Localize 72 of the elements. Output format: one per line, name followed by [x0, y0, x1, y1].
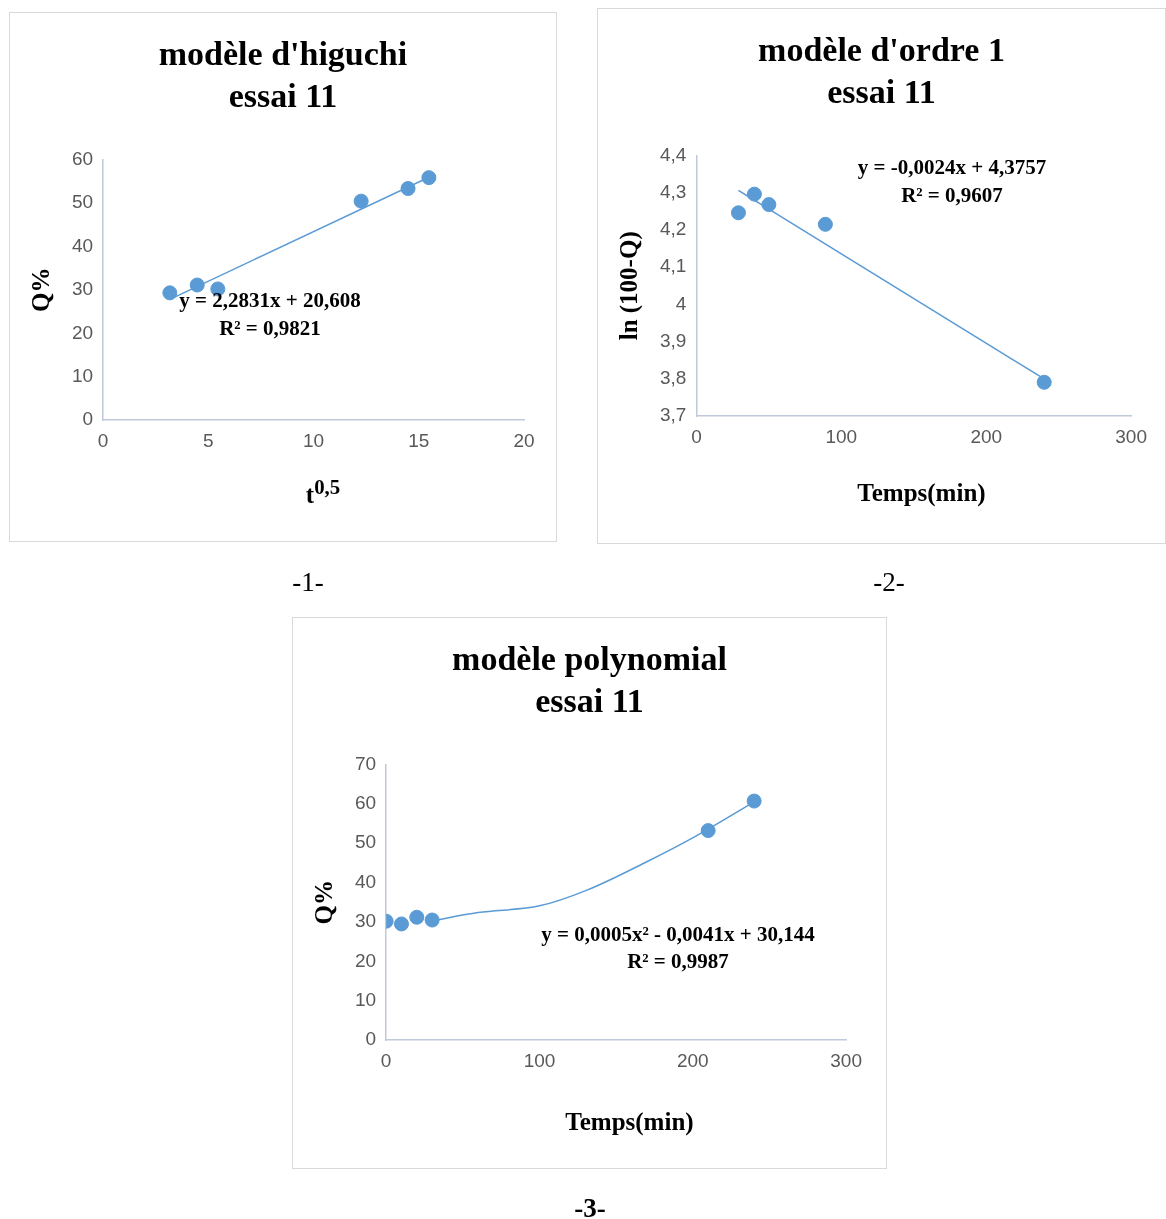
- y-tick-label: 30: [71, 278, 94, 300]
- y-tick-label: 40: [71, 234, 94, 256]
- y-tick-label: 4,3: [659, 180, 687, 202]
- text: -3-: [574, 1192, 606, 1219]
- y-tick-label: 70: [354, 752, 377, 774]
- point: [1036, 374, 1052, 390]
- y-tick-label: 50: [354, 831, 377, 853]
- y-tick-label: 4,1: [659, 255, 687, 277]
- y-tick-label: 10: [71, 364, 94, 386]
- y-tick-label: 20: [354, 949, 377, 971]
- chart-subtitle: essai 11: [826, 73, 937, 111]
- annotation: y = 2,2831x + 20,608: [179, 287, 361, 313]
- x-tick-label: 20: [513, 429, 535, 451]
- y-tick-label: 4,2: [659, 218, 687, 240]
- y-tick-label: 0: [365, 1028, 377, 1050]
- point: [353, 193, 369, 209]
- point: [421, 170, 437, 186]
- point: [162, 285, 178, 301]
- x-tick-label: 100: [825, 425, 858, 447]
- x-tick-label: 200: [970, 425, 1003, 447]
- y-tick-label: 3,7: [659, 404, 687, 426]
- point: [817, 216, 833, 232]
- x-tick-label: 300: [830, 1049, 862, 1071]
- y-tick-label: 3,9: [659, 329, 687, 351]
- chart-subtitle: essai 11: [227, 77, 339, 115]
- text: -1-: [292, 566, 324, 598]
- point: [424, 912, 440, 928]
- x-tick-label: 100: [523, 1049, 556, 1071]
- y-tick-label: 3,8: [659, 367, 687, 389]
- y-tick-label: 4: [675, 292, 687, 314]
- x-tick-label: 200: [676, 1049, 709, 1071]
- annotation: R² = 0,9607: [901, 182, 1003, 208]
- chart-title: modèle polynomial: [451, 640, 728, 678]
- y-tick-label: 0: [82, 408, 94, 430]
- point: [393, 916, 409, 932]
- point: [746, 186, 762, 202]
- y-tick-label: 10: [354, 989, 377, 1011]
- y-tick-label: 60: [354, 792, 377, 814]
- annotation: R² = 0,9821: [219, 315, 321, 341]
- y-tick-label: 20: [71, 321, 94, 343]
- annotation: y = 0,0005x² - 0,0041x + 30,144: [541, 921, 815, 947]
- point: [409, 909, 425, 925]
- point: [746, 793, 762, 809]
- annotation: y = -0,0024x + 4,3757: [857, 154, 1047, 180]
- x-axis-title: Temps(min): [564, 1108, 695, 1136]
- point: [730, 205, 746, 221]
- x-axis-title: t$^{0,5}$: [304, 475, 342, 510]
- y-tick-label: 30: [354, 910, 377, 932]
- y-axis-title: Q%: [27, 267, 55, 313]
- point: [700, 823, 716, 839]
- annotation: R² = 0,9987: [627, 948, 729, 974]
- x-tick-label: 5: [203, 429, 214, 451]
- y-tick-label: 60: [71, 147, 94, 169]
- text: -2-: [873, 566, 905, 598]
- y-tick-label: 50: [71, 191, 94, 213]
- x-tick-label: 0: [691, 425, 702, 447]
- chart-subtitle: essai 11: [534, 682, 645, 720]
- chart-title: modèle d'ordre 1: [757, 31, 1006, 69]
- y-axis-title: ln (100-Q): [615, 231, 644, 341]
- x-tick-label: 10: [303, 429, 325, 451]
- point: [400, 181, 416, 197]
- point: [189, 277, 205, 293]
- point: [761, 197, 777, 213]
- x-axis-title: Temps(min): [856, 479, 987, 507]
- y-tick-label: 4,4: [659, 143, 687, 165]
- y-axis-title: Q%: [310, 880, 338, 925]
- x-tick-label: 0: [380, 1049, 392, 1071]
- chart-title: modèle d'higuchi: [157, 35, 409, 73]
- x-tick-label: 15: [408, 429, 430, 451]
- y-tick-label: 40: [354, 870, 377, 892]
- x-tick-label: 300: [1115, 425, 1147, 447]
- x-tick-label: 0: [97, 429, 109, 451]
